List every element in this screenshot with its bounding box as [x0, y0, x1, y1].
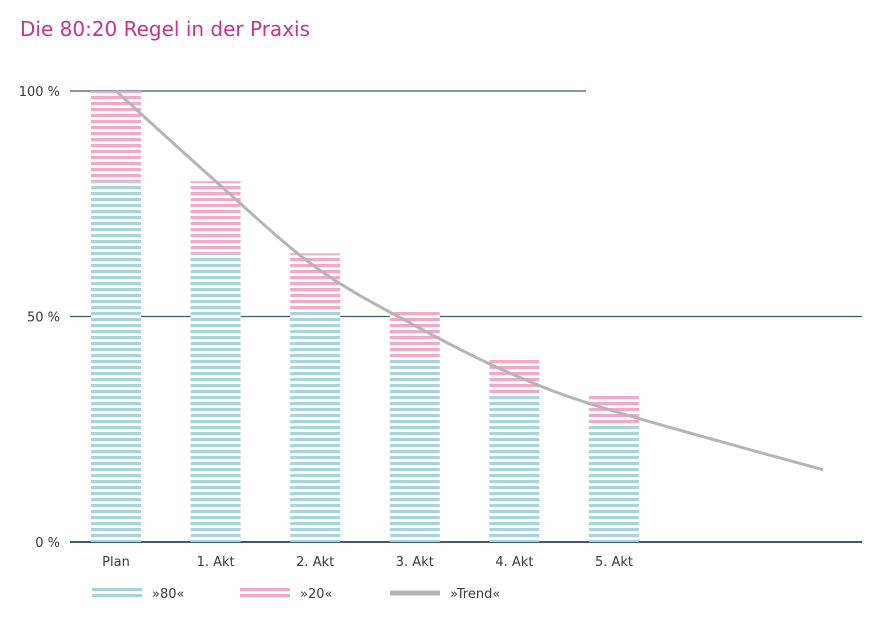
x-tick-label: 5. Akt	[595, 555, 633, 570]
legend-20: »20«	[240, 587, 332, 602]
y-axis: 100 % 50 % 0 %	[19, 85, 60, 551]
legend-80-label: »80«	[152, 587, 184, 602]
x-tick-label: 1. Akt	[197, 555, 235, 570]
chart-title: Die 80:20 Regel in der Praxis	[20, 17, 310, 41]
trend-line	[114, 89, 824, 472]
x-tick-label: Plan	[102, 555, 130, 570]
x-axis: Plan 1. Akt 2. Akt 3. Akt 4. Akt 5. Akt	[102, 555, 633, 570]
bar-80-0	[91, 181, 141, 542]
legend-20-label: »20«	[300, 587, 332, 602]
bar-80-1	[190, 253, 241, 543]
bar-80-3	[389, 357, 440, 542]
legend-20-swatch	[240, 587, 290, 599]
x-tick-label: 3. Akt	[396, 555, 434, 570]
bar-20-2	[290, 253, 341, 312]
bar-20-5	[589, 393, 639, 425]
legend-80: »80«	[92, 587, 184, 602]
bars	[91, 91, 639, 543]
bar-20-1	[190, 181, 241, 254]
legend-trend-label: »Trend«	[450, 587, 500, 602]
bar-80-2	[290, 311, 341, 542]
legend-80-swatch	[92, 587, 142, 599]
y-tick-label: 50 %	[27, 311, 60, 326]
y-tick-label: 100 %	[19, 85, 60, 100]
trend	[114, 89, 824, 472]
x-tick-label: 2. Akt	[296, 555, 334, 570]
bar-80-5	[589, 424, 639, 542]
bar-20-0	[91, 91, 141, 182]
x-tick-label: 4. Akt	[495, 555, 533, 570]
legend-trend: »Trend«	[390, 587, 500, 602]
bar-80-4	[489, 393, 540, 542]
y-tick-label: 0 %	[35, 536, 60, 551]
legend: »80« »20« »Trend«	[92, 587, 500, 602]
